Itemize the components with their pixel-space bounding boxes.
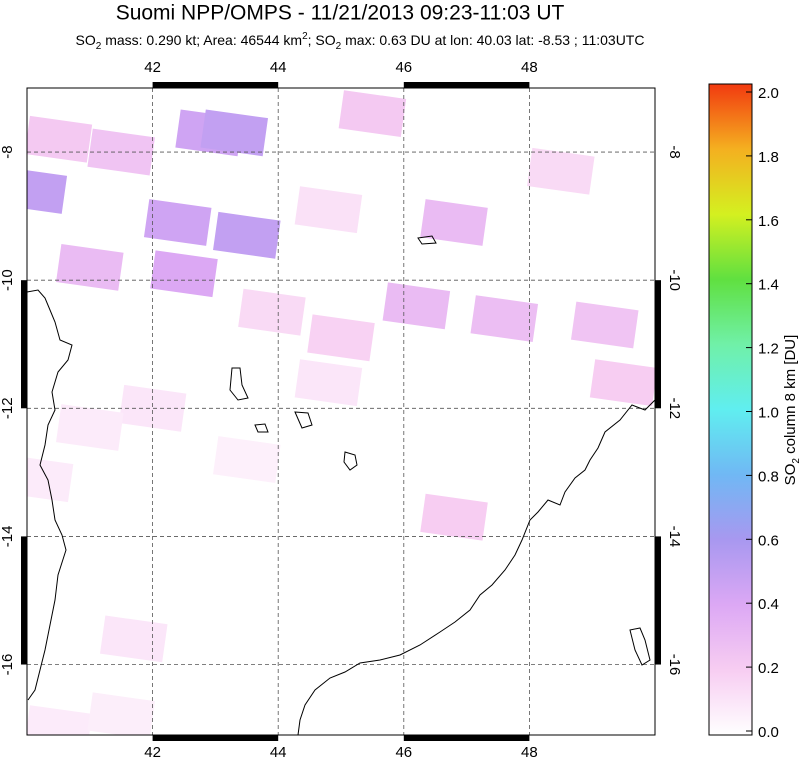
frame-bar [152, 82, 279, 88]
colorbar-tick-label: 0.8 [758, 468, 779, 485]
so2-cell [213, 211, 281, 259]
so2-cell [527, 147, 595, 195]
so2-cell [27, 455, 74, 503]
so2-cell [27, 115, 93, 163]
y-tick-label: -10 [0, 269, 16, 291]
colorbar-tick-label: 1.2 [758, 341, 779, 358]
y-tick-label: -14 [0, 526, 16, 548]
y-tick-label: -8 [666, 145, 683, 158]
colorbar-tick-label: 0.6 [758, 532, 779, 549]
so2-cell [307, 314, 375, 362]
colorbar-tick-label: 1.0 [758, 405, 779, 422]
frame-bar [403, 735, 530, 741]
subtitle-part: 2 [336, 41, 342, 52]
subtitle-part: 2 [302, 31, 308, 42]
colorbar-label: SO2 column 8 km [DU] [782, 335, 802, 486]
x-tick-label: 48 [521, 744, 538, 759]
so2-cell [143, 199, 212, 246]
x-tick-label: 46 [395, 59, 412, 76]
so2-cell [56, 243, 124, 291]
y-tick-label: -12 [666, 397, 683, 419]
island [294, 411, 313, 429]
so2-cell [570, 301, 639, 349]
y-tick-label: -12 [0, 397, 16, 419]
so2-cell [200, 109, 269, 157]
y-tick-label: -16 [0, 654, 16, 676]
x-tick-label: 44 [270, 744, 287, 759]
subtitle-part: max: 0.63 DU at lon: 40.03 lat: -8.53 ; … [341, 32, 644, 48]
so2-cell [27, 705, 93, 735]
x-tick-label: 42 [144, 59, 161, 76]
so2-cell [150, 250, 218, 298]
coastlines [27, 235, 655, 735]
colorbar-label-part: SO [782, 464, 799, 486]
island [629, 627, 651, 666]
x-tick-label: 46 [395, 744, 412, 759]
frame-bar [21, 280, 27, 409]
colorbar-tick-label: 2.0 [758, 85, 779, 102]
colorbar-tick-label: 0.4 [758, 596, 779, 613]
so2-cell [213, 436, 281, 483]
x-tick-label: 44 [270, 59, 287, 76]
so2-cell [56, 404, 124, 451]
so2-cell [99, 615, 168, 663]
frame-bar [655, 280, 661, 409]
y-tick-label: -14 [666, 526, 683, 548]
so2-cell [238, 288, 306, 336]
so2-cell [294, 359, 363, 407]
so2-cell [118, 384, 187, 432]
so2-cell [589, 359, 655, 407]
frame-bar [152, 735, 279, 741]
colorbar-tick-label: 0.2 [758, 660, 779, 677]
island [254, 423, 269, 433]
island [229, 367, 249, 401]
x-tick-label: 48 [521, 59, 538, 76]
frame-bar [21, 536, 27, 665]
africa-coast [27, 289, 73, 701]
grid [27, 88, 655, 735]
colorbar-label-part: 2 [791, 458, 802, 464]
subtitle-part: mass: 0.290 kt; Area: 46544 km [101, 32, 302, 48]
so2-cell [382, 282, 451, 330]
so2-cell [338, 90, 407, 138]
subtitle-part: 2 [96, 41, 102, 52]
subtitle-part: SO [76, 32, 96, 48]
x-tick-label: 42 [144, 744, 161, 759]
chart-title: Suomi NPP/OMPS - 11/21/2013 09:23-11:03 … [116, 2, 565, 25]
y-tick-label: -16 [666, 654, 683, 676]
so2-cell [294, 186, 363, 234]
island [343, 451, 358, 471]
frame-bar [403, 82, 530, 88]
so2-cell [420, 493, 488, 541]
frame-bar [655, 536, 661, 665]
colorbar-tick-label: 1.4 [758, 277, 779, 294]
colorbar-tick-label: 0.0 [758, 724, 779, 741]
colorbar-tick-label: 1.8 [758, 149, 779, 166]
subtitle: SO2 mass: 0.290 kt; Area: 46544 km2; SO2… [76, 31, 645, 52]
so2-cell [27, 167, 68, 214]
colorbar-label-part: column 8 km [DU] [782, 335, 799, 458]
island [417, 235, 437, 245]
y-tick-label: -8 [0, 145, 16, 158]
so2-cells [27, 90, 655, 735]
y-tick-label: -10 [666, 269, 683, 291]
colorbar [708, 83, 753, 736]
colorbar-tick-label: 1.6 [758, 213, 779, 230]
so2-cell [87, 692, 155, 735]
so2-cell [420, 199, 488, 246]
madagascar-coast [297, 399, 655, 735]
so2-cell [470, 295, 539, 343]
subtitle-part: ; SO [308, 32, 336, 48]
map-frame [26, 87, 656, 736]
